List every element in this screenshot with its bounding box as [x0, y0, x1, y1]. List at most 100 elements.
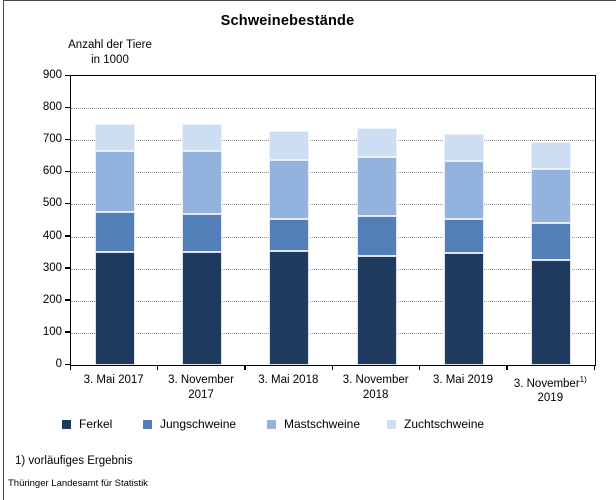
y-tick-label-900: 900: [42, 69, 62, 81]
y-tick-mark-600: [65, 170, 70, 173]
bar-segment-mastschweine: [269, 159, 310, 219]
x-label-3-november-2019: 3. November1) 2019: [501, 373, 600, 406]
x-label-line: 2018: [362, 388, 389, 401]
footnote-marker: 1): [579, 375, 587, 384]
bar-segment-jungschweine: [94, 212, 135, 253]
bar-3-november-2019: [531, 76, 572, 365]
bar-segment-mastschweine: [182, 150, 222, 215]
x-tick-mark-6: [593, 366, 595, 370]
gridline-700: [71, 140, 595, 142]
y-axis-title: Anzahl der Tiere in 1000: [55, 38, 165, 68]
bar-3-mai-2018: [269, 76, 310, 365]
x-label-line: 3. November: [168, 374, 234, 386]
gridline-300: [71, 268, 595, 270]
x-label-3-november-2017: 3. November 2017: [151, 373, 250, 402]
y-tick-mark-700: [65, 138, 70, 141]
page-border-top: [3, 0, 616, 1]
legend-label-zuchtschweine: Zuchtschweine: [404, 417, 485, 431]
x-tick-mark-2: [244, 366, 246, 370]
y-tick-mark-300: [65, 267, 70, 269]
source-attribution: Thüringer Landesamt für Statistik: [8, 478, 148, 489]
chart-title: Schweinebestände: [220, 13, 355, 29]
y-axis-title-line1: Anzahl der Tiere: [68, 39, 152, 51]
bar-segment-ferkel: [444, 252, 484, 365]
bar-segment-ferkel: [182, 252, 222, 365]
bar-segment-jungschweine: [356, 216, 397, 257]
gridline-500: [71, 204, 595, 206]
y-tick-mark-200: [65, 299, 70, 301]
y-tick-label-200: 200: [42, 293, 62, 306]
bar-segment-mastschweine: [444, 161, 484, 220]
bar-segment-mastschweine: [531, 169, 572, 223]
legend-label-ferkel: Ferkel: [79, 417, 113, 431]
x-label-line: 2019: [537, 392, 564, 405]
y-tick-label-300: 300: [42, 261, 62, 274]
y-tick-mark-500: [65, 202, 70, 205]
y-tick-label-600: 600: [42, 165, 62, 178]
gridline-600: [71, 172, 595, 174]
x-tick-mark-4: [418, 366, 421, 370]
y-tick-mark-400: [65, 235, 70, 237]
bar-segment-ferkel: [269, 251, 310, 365]
page-border-left: [3, 0, 4, 500]
y-tick-label-700: 700: [42, 133, 62, 146]
x-tick-mark-1: [156, 366, 159, 370]
y-tick-label-100: 100: [42, 325, 62, 338]
x-label-3-mai-2018: 3. Mai 2018: [239, 373, 338, 388]
legend-label-jungschweine: Jungschweine: [160, 417, 237, 431]
gridline-400: [71, 236, 595, 238]
bar-3-november-2018: [356, 76, 397, 365]
legend: Ferkel Jungschweine Mastschweine Zuchtschwe…: [0, 417, 616, 433]
bar-segment-jungschweine: [182, 214, 222, 253]
y-tick-label-0: 0: [55, 358, 62, 370]
y-tick-label-800: 800: [42, 101, 62, 114]
legend-item-zuchtschweine: Zuchtschweine: [387, 417, 484, 431]
y-tick-label-400: 400: [42, 229, 62, 242]
bar-segment-mastschweine: [356, 156, 397, 217]
legend-swatch-zuchtschweine: [387, 419, 396, 429]
x-label-line: 3. November1): [513, 375, 587, 390]
legend-item-jungschweine: Jungschweine: [143, 417, 236, 431]
x-label-line: 2017: [188, 388, 214, 401]
gridline-800: [71, 108, 595, 110]
x-label-3-mai-2017: 3. Mai 2017: [64, 373, 163, 388]
bar-segment-jungschweine: [444, 219, 484, 253]
x-tick-mark-0: [69, 366, 71, 370]
bar-segment-jungschweine: [531, 222, 572, 260]
legend-swatch-ferkel: [62, 419, 71, 429]
y-tick-mark-100: [65, 331, 70, 333]
x-label-line: 3. Mai 2018: [258, 374, 319, 386]
bar-segment-ferkel: [356, 256, 397, 365]
y-tick-mark-800: [65, 106, 70, 109]
bar-segment-zuchtschweine: [94, 123, 135, 151]
legend-swatch-mastschweine: [267, 419, 276, 429]
y-tick-mark-0: [65, 363, 70, 365]
bar-segment-ferkel: [531, 260, 572, 365]
y-tick-label-500: 500: [42, 197, 62, 210]
x-tick-mark-5: [506, 366, 508, 370]
legend-label-mastschweine: Mastschweine: [284, 417, 361, 431]
x-label-3-mai-2019: 3. Mai 2019: [413, 373, 512, 388]
bar-segment-ferkel: [94, 252, 135, 365]
x-tick-mark-3: [331, 366, 333, 370]
bar-segment-zuchtschweine: [269, 130, 310, 160]
bar-segment-zuchtschweine: [182, 124, 222, 151]
gridline-100: [71, 332, 595, 334]
gridline-200: [71, 300, 595, 302]
x-label-line: 3. Mai 2019: [432, 374, 494, 386]
y-axis-title-line2: in 1000: [91, 54, 129, 66]
legend-swatch-jungschweine: [143, 419, 152, 429]
x-label-3-november-2018: 3. November 2018: [326, 373, 425, 402]
x-label-line: 3. November: [342, 374, 409, 386]
bar-segment-zuchtschweine: [531, 142, 572, 170]
bar-segment-mastschweine: [94, 150, 135, 213]
bar-3-november-2017: [182, 76, 222, 365]
plot-area: [70, 75, 596, 366]
legend-item-mastschweine: Mastschweine: [267, 417, 360, 431]
bar-segment-jungschweine: [269, 218, 310, 252]
footnote: 1) vorläufiges Ergebnis: [15, 455, 133, 467]
bar-segment-zuchtschweine: [356, 128, 397, 157]
legend-item-ferkel: Ferkel: [62, 417, 112, 431]
bar-segment-zuchtschweine: [444, 133, 484, 162]
